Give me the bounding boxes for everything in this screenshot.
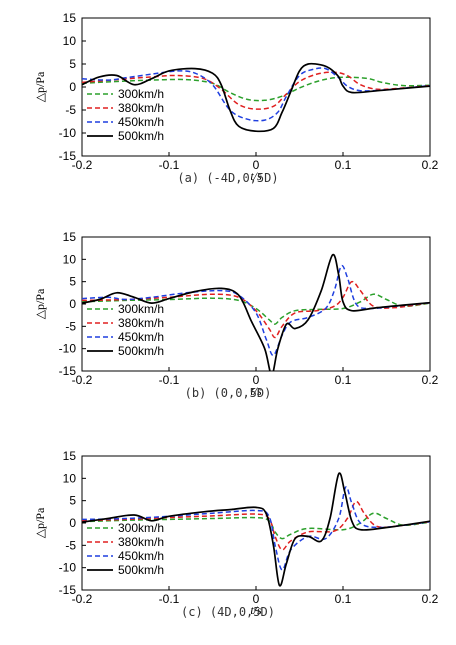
y-axis-label: △p/Pa <box>33 71 47 102</box>
legend-label: 500km/h <box>118 129 164 143</box>
figure-caption: (b) (0,0,5D) <box>184 386 272 400</box>
y-tick-label: 15 <box>63 230 77 244</box>
series-line-500km/h <box>82 62 430 133</box>
y-tick-label: 15 <box>63 449 77 463</box>
y-tick-label: 0 <box>69 516 76 530</box>
legend-label: 380km/h <box>118 316 164 330</box>
series-line-380km/h <box>82 280 430 339</box>
legend-label: 450km/h <box>118 549 164 563</box>
y-tick-label: -5 <box>65 538 76 552</box>
y-tick-label: 10 <box>63 252 77 266</box>
legend-label: 450km/h <box>118 330 164 344</box>
y-tick-label: 10 <box>63 471 77 485</box>
chart-panel-3: 15 10 5 0 -5 -10 -15-0.2 -0.1 0 0.1 0.2 t/s △p/Pa 300… <box>33 449 439 617</box>
x-tick-label: 0.2 <box>422 592 439 606</box>
legend-label: 380km/h <box>118 535 164 549</box>
y-tick-label: 5 <box>69 494 76 508</box>
x-tick-label: -0.1 <box>159 373 180 387</box>
x-tick-label: 0.1 <box>335 158 352 172</box>
y-tick-label: 0 <box>69 297 76 311</box>
y-tick-label: -15 <box>59 364 77 378</box>
legend-label: 500km/h <box>118 344 164 358</box>
x-axis-label: t/s <box>250 384 262 398</box>
y-tick-label: -10 <box>59 561 77 575</box>
series-line-450km/h <box>82 67 430 122</box>
legend-label: 450km/h <box>118 115 164 129</box>
y-tick-label: -5 <box>65 319 76 333</box>
y-tick-label: 15 <box>63 11 77 25</box>
y-axis-label: △p/Pa <box>33 288 47 319</box>
y-axis-label: △p/Pa <box>33 507 47 538</box>
x-tick-label: 0 <box>253 592 260 606</box>
y-tick-label: -15 <box>59 583 77 597</box>
figure-caption: (a) (-4D,0,5D) <box>177 171 279 185</box>
x-tick-label: 0.2 <box>422 158 439 172</box>
series-line-380km/h <box>82 71 430 110</box>
legend-label: 300km/h <box>118 521 164 535</box>
y-tick-label: -5 <box>65 103 76 117</box>
series-line-500km/h <box>82 253 430 371</box>
x-tick-label: -0.1 <box>159 158 180 172</box>
x-tick-label: 0.1 <box>335 592 352 606</box>
x-axis-label: t/s <box>250 603 262 617</box>
series-line-500km/h <box>82 472 430 587</box>
x-tick-label: 0 <box>253 158 260 172</box>
y-tick-label: 5 <box>69 57 76 71</box>
x-tick-label: -0.2 <box>72 373 93 387</box>
series-line-300km/h <box>82 512 430 540</box>
chart-panel-2: 15 10 5 0 -5 -10 -15-0.2 -0.1 0 0.1 0.2 t/s △p/Pa 300… <box>33 230 439 398</box>
x-tick-label: 0 <box>253 373 260 387</box>
y-tick-label: 10 <box>63 34 77 48</box>
figure-caption: (c) (4D,0,5D) <box>181 605 275 619</box>
x-tick-label: 0.1 <box>335 373 352 387</box>
legend-label: 380km/h <box>118 101 164 115</box>
x-axis-label: t/s <box>250 169 262 183</box>
series-line-380km/h <box>82 500 430 551</box>
y-tick-label: -10 <box>59 342 77 356</box>
y-tick-label: -15 <box>59 149 77 163</box>
x-tick-label: 0.2 <box>422 373 439 387</box>
legend-label: 300km/h <box>118 87 164 101</box>
series-line-300km/h <box>82 293 430 325</box>
y-tick-label: -10 <box>59 126 77 140</box>
legend-label: 500km/h <box>118 563 164 577</box>
legend-label: 300km/h <box>118 302 164 316</box>
x-tick-label: -0.2 <box>72 592 93 606</box>
x-tick-label: -0.1 <box>159 592 180 606</box>
y-tick-label: 0 <box>69 80 76 94</box>
x-tick-label: -0.2 <box>72 158 93 172</box>
series-line-300km/h <box>82 76 430 102</box>
chart-panel-1: 15 10 5 0 -5 -10 -15-0.2 -0.1 0 0.1 0.2 t/s △p/Pa 300… <box>33 11 439 183</box>
y-tick-label: 5 <box>69 275 76 289</box>
